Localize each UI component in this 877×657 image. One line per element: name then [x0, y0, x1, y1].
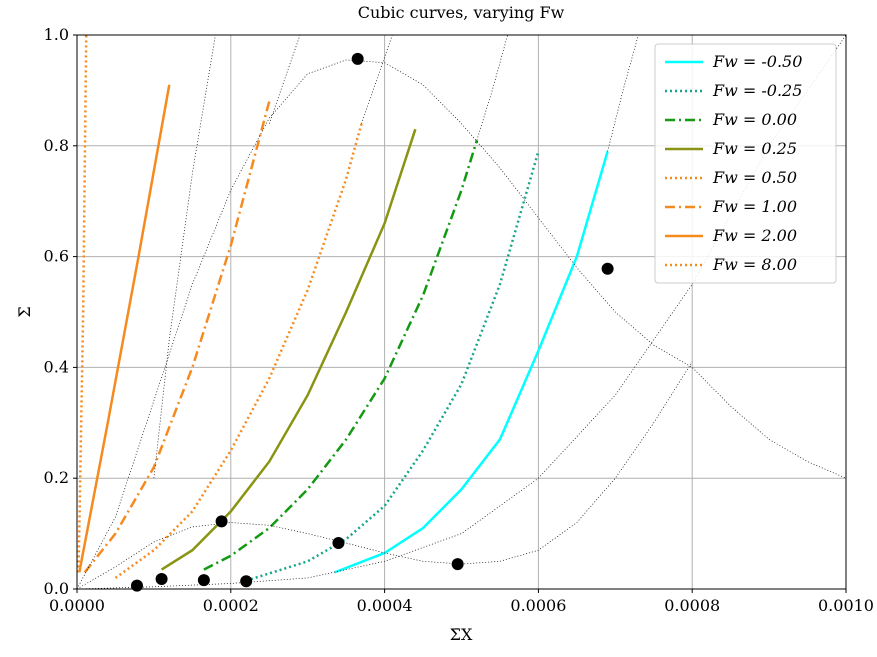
- guide-line: [77, 59, 846, 589]
- data-point: [351, 52, 364, 65]
- legend-label: Fw = 0.25: [712, 139, 797, 158]
- data-point: [215, 515, 228, 528]
- y-tick-label: 0.6: [44, 247, 69, 266]
- chart-title: Cubic curves, varying Fw: [358, 3, 565, 22]
- series-line: [78, 84, 171, 573]
- legend-label: Fw = 0.50: [712, 168, 797, 187]
- legend-label: Fw = 2.00: [712, 226, 797, 245]
- y-tick-label: 1.0: [44, 25, 69, 44]
- x-axis-label: Σ̄X: [450, 625, 473, 644]
- series-line: [114, 123, 363, 579]
- series-line: [83, 101, 271, 574]
- y-tick-label: 0.8: [44, 136, 69, 155]
- y-tick-label: 0.0: [44, 579, 69, 598]
- data-point: [451, 558, 464, 571]
- y-axis-label: Σ̄: [15, 306, 34, 317]
- guide-line: [361, 35, 393, 124]
- series-line: [334, 150, 609, 574]
- guide-line: [607, 35, 639, 152]
- guide-line: [153, 35, 216, 479]
- x-tick-label: 0.0004: [357, 596, 413, 615]
- data-point: [197, 574, 210, 587]
- x-tick-label: 0.0008: [664, 596, 720, 615]
- legend-label: Fw = -0.50: [712, 52, 802, 71]
- y-tick-label: 0.4: [44, 357, 69, 376]
- legend-label: Fw = -0.25: [712, 81, 802, 100]
- data-point: [130, 579, 143, 592]
- legend-box: [654, 43, 837, 284]
- plot-frame: [76, 34, 847, 590]
- data-point: [601, 262, 614, 275]
- series-line: [245, 150, 540, 582]
- series-line: [160, 128, 417, 571]
- y-tick-label: 0.2: [44, 468, 69, 487]
- legend-label: Fw = 8.00: [712, 255, 797, 274]
- guide-line: [77, 361, 693, 589]
- guide-line: [268, 35, 301, 124]
- legend-label: Fw = 0.00: [712, 110, 797, 129]
- data-point: [240, 575, 253, 588]
- guide-line: [476, 35, 508, 141]
- legend-label: Fw = 1.00: [712, 197, 797, 216]
- x-tick-label: 0.0000: [49, 596, 105, 615]
- x-tick-label: 0.0002: [203, 596, 259, 615]
- x-tick-label: 0.0010: [818, 596, 874, 615]
- x-tick-label: 0.0006: [510, 596, 566, 615]
- data-point: [332, 537, 345, 550]
- data-point: [155, 573, 168, 586]
- series-line: [77, 35, 88, 573]
- series-line: [203, 139, 479, 571]
